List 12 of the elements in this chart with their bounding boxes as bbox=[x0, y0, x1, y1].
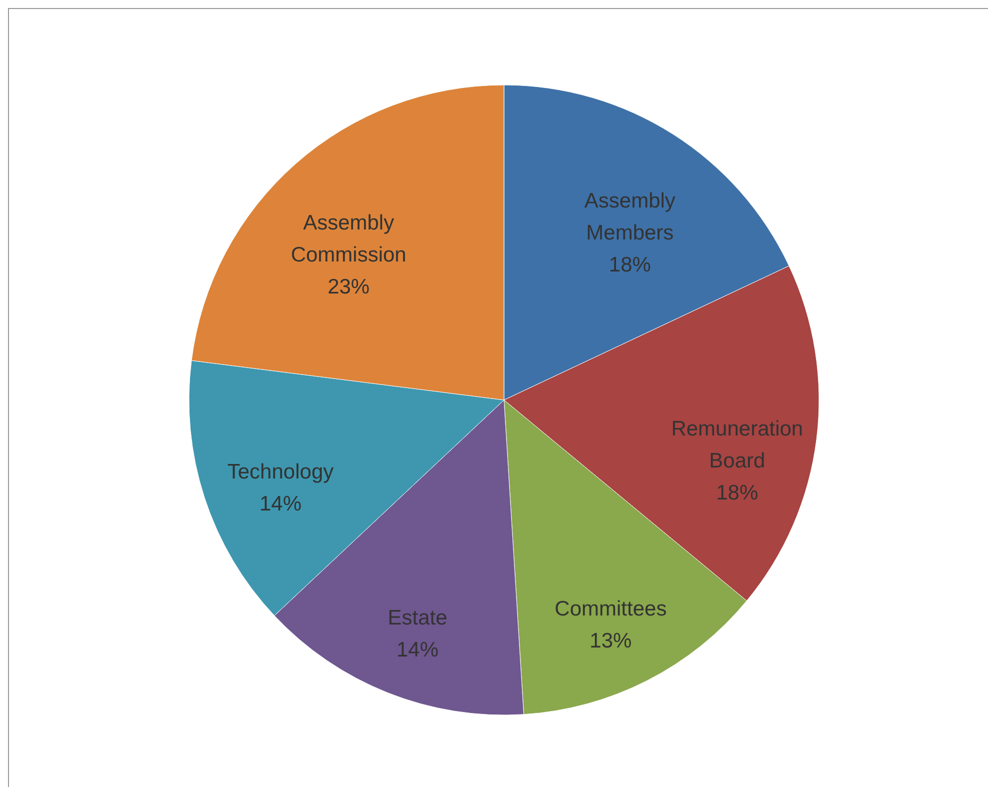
slice-label: Technology bbox=[227, 460, 334, 484]
slice-label: Committees bbox=[554, 597, 667, 620]
data-label: 13% bbox=[590, 629, 632, 652]
data-label: 18% bbox=[716, 481, 758, 504]
data-label: 14% bbox=[396, 638, 439, 662]
slice-label: Assembly Commission bbox=[290, 212, 406, 267]
slice-label: Remuneration Board bbox=[671, 417, 804, 472]
slice-label: Assembly Members bbox=[584, 190, 676, 245]
data-label: 14% bbox=[259, 492, 302, 516]
data-label: 23% bbox=[328, 276, 370, 299]
data-label: 18% bbox=[608, 254, 651, 277]
slice-label: Estate bbox=[388, 606, 448, 630]
